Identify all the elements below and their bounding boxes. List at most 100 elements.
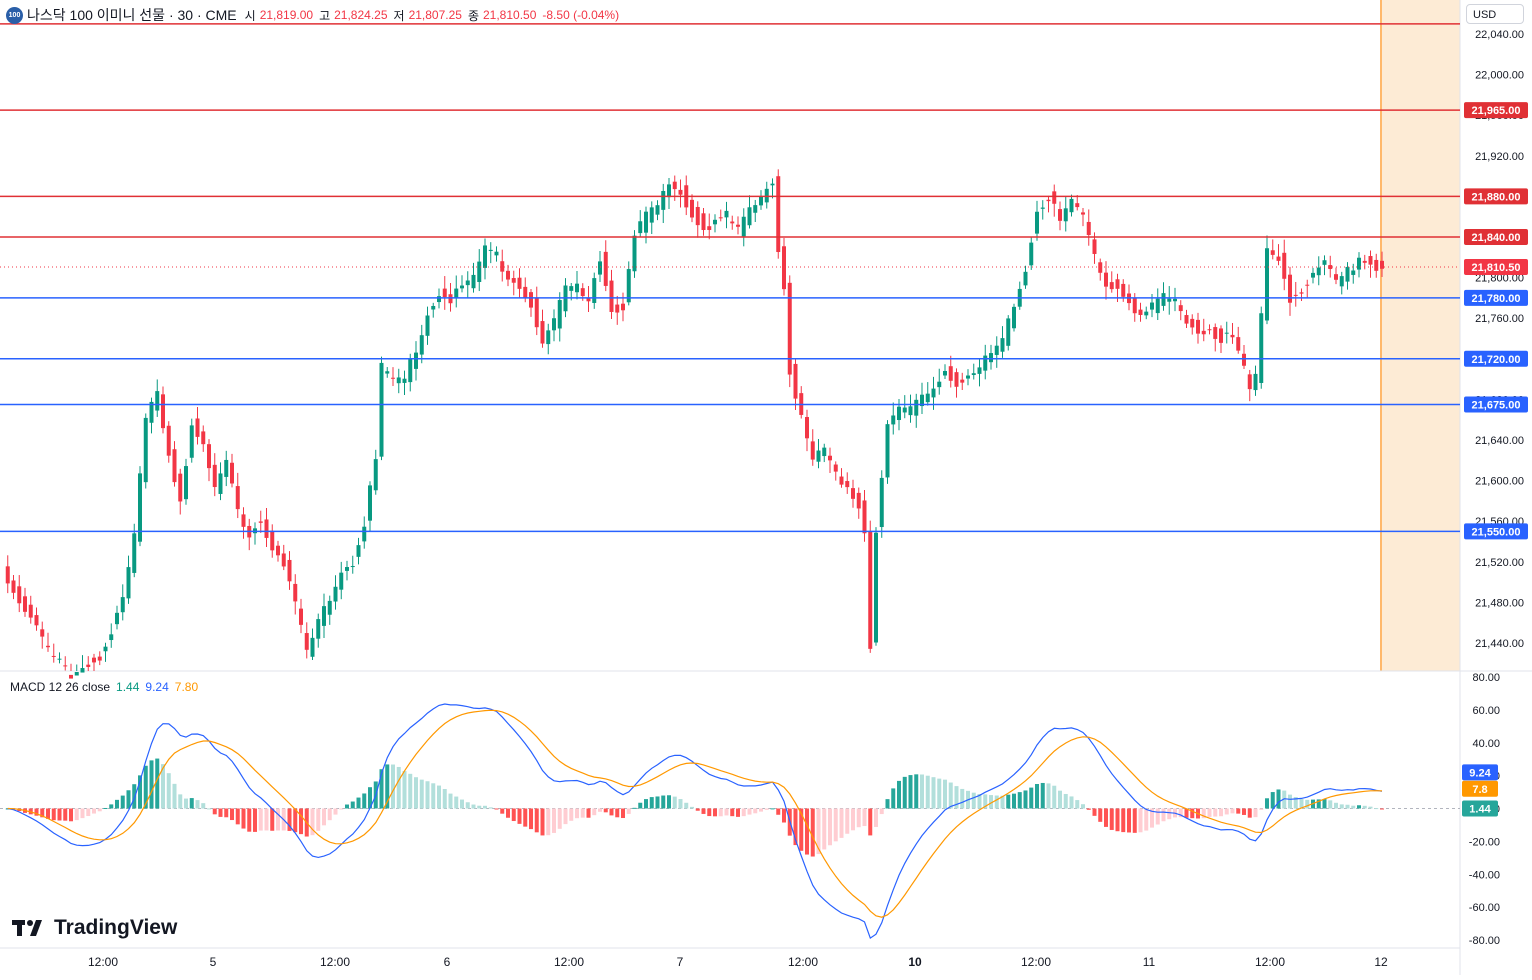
macd-histogram-bar[interactable] xyxy=(1012,793,1016,809)
candle-body[interactable] xyxy=(350,566,355,568)
candle-body[interactable] xyxy=(805,417,809,439)
macd-histogram-bar[interactable] xyxy=(759,808,763,812)
macd-histogram-bar[interactable] xyxy=(1127,808,1131,833)
candle-body[interactable] xyxy=(195,418,200,437)
macd-histogram-bar[interactable] xyxy=(431,783,436,809)
macd-histogram-bar[interactable] xyxy=(615,808,620,818)
candle-body[interactable] xyxy=(690,199,694,218)
macd-histogram-bar[interactable] xyxy=(149,760,154,809)
macd-histogram-bar[interactable] xyxy=(736,808,740,817)
macd-histogram-bar[interactable] xyxy=(960,788,965,809)
macd-histogram-bar[interactable] xyxy=(1098,808,1103,822)
candle-body[interactable] xyxy=(897,406,901,421)
macd-histogram-bar[interactable] xyxy=(402,771,407,809)
macd-histogram-bar[interactable] xyxy=(86,808,91,817)
candle-body[interactable] xyxy=(994,345,999,355)
candle-body[interactable] xyxy=(34,615,39,626)
candle-body[interactable] xyxy=(672,181,677,190)
macd-histogram-bar[interactable] xyxy=(494,808,499,810)
candle-body[interactable] xyxy=(362,526,367,542)
macd-histogram-bar[interactable] xyxy=(908,775,913,809)
candle-body[interactable] xyxy=(448,294,453,304)
candle-body[interactable] xyxy=(1276,256,1281,261)
candle-body[interactable] xyxy=(258,521,263,523)
macd-histogram-bar[interactable] xyxy=(1328,800,1333,809)
macd-histogram-bar[interactable] xyxy=(241,808,246,829)
macd-histogram-bar[interactable] xyxy=(1017,792,1022,809)
macd-histogram-bar[interactable] xyxy=(782,808,786,823)
macd-histogram-bar[interactable] xyxy=(557,808,562,829)
macd-histogram-bar[interactable] xyxy=(391,764,395,809)
candle-body[interactable] xyxy=(1132,298,1137,314)
candle-body[interactable] xyxy=(356,545,361,557)
macd-histogram-bar[interactable] xyxy=(1357,805,1361,809)
macd-histogram-bar[interactable] xyxy=(1178,808,1183,818)
candle-body[interactable] xyxy=(615,304,620,313)
macd-histogram-bar[interactable] xyxy=(172,783,177,809)
candle-body[interactable] xyxy=(879,477,884,528)
macd-histogram-bar[interactable] xyxy=(477,805,482,809)
candle-body[interactable] xyxy=(293,583,298,602)
candle-body[interactable] xyxy=(1213,327,1218,339)
macd-histogram-bar[interactable] xyxy=(552,808,556,833)
macd-histogram-bar[interactable] xyxy=(580,808,585,818)
macd-histogram-bar[interactable] xyxy=(276,808,280,831)
macd-histogram-bar[interactable] xyxy=(448,793,453,809)
candle-body[interactable] xyxy=(718,217,723,219)
candle-body[interactable] xyxy=(730,221,735,224)
candle-body[interactable] xyxy=(1339,276,1344,287)
candle-body[interactable] xyxy=(1046,199,1051,202)
candle-body[interactable] xyxy=(69,674,73,679)
candle-body[interactable] xyxy=(1092,239,1097,254)
candle-body[interactable] xyxy=(1362,260,1367,263)
macd-histogram-bar[interactable] xyxy=(793,808,798,846)
candle-body[interactable] xyxy=(954,372,959,387)
macd-histogram-bar[interactable] xyxy=(1104,808,1108,827)
macd-histogram-bar[interactable] xyxy=(971,792,976,809)
candle-body[interactable] xyxy=(201,431,206,445)
candle-body[interactable] xyxy=(477,261,482,283)
candle-body[interactable] xyxy=(517,277,522,289)
candle-body[interactable] xyxy=(115,612,119,625)
candle-body[interactable] xyxy=(431,305,436,310)
candle-body[interactable] xyxy=(856,492,861,509)
macd-histogram-bar[interactable] xyxy=(1092,808,1097,816)
macd-histogram-bar[interactable] xyxy=(247,808,252,832)
macd-histogram-bar[interactable] xyxy=(138,775,142,809)
candle-body[interactable] xyxy=(17,586,22,604)
macd-histogram-bar[interactable] xyxy=(1293,797,1298,809)
macd-histogram-bar[interactable] xyxy=(155,758,160,809)
macd-histogram-bar[interactable] xyxy=(1109,808,1114,830)
macd-histogram-bar[interactable] xyxy=(621,808,625,819)
macd-histogram-bar[interactable] xyxy=(563,808,568,825)
macd-histogram-bar[interactable] xyxy=(701,808,706,814)
candle-body[interactable] xyxy=(1063,208,1068,222)
candle-body[interactable] xyxy=(1380,260,1384,269)
macd-histogram-bar[interactable] xyxy=(1351,805,1356,809)
macd-histogram-bar[interactable] xyxy=(1058,790,1062,809)
candle-body[interactable] xyxy=(529,292,533,308)
macd-histogram-bar[interactable] xyxy=(1000,795,1005,809)
candle-body[interactable] xyxy=(1115,279,1120,289)
candle-body[interactable] xyxy=(557,300,562,329)
candle-body[interactable] xyxy=(787,282,792,375)
candle-body[interactable] xyxy=(86,664,91,667)
candle-body[interactable] xyxy=(966,375,970,379)
macd-histogram-bar[interactable] xyxy=(1242,808,1246,815)
macd-histogram-bar[interactable] xyxy=(799,808,804,851)
candle-body[interactable] xyxy=(695,206,700,226)
candle-body[interactable] xyxy=(1167,298,1172,302)
macd-histogram-bar[interactable] xyxy=(120,795,125,809)
macd-histogram-bar[interactable] xyxy=(1299,798,1304,809)
macd-histogram-bar[interactable] xyxy=(1305,799,1310,809)
candle-body[interactable] xyxy=(500,261,505,272)
macd-histogram-bar[interactable] xyxy=(730,808,735,817)
macd-histogram-bar[interactable] xyxy=(57,808,62,821)
macd-histogram-bar[interactable] xyxy=(103,807,108,809)
candle-body[interactable] xyxy=(120,597,125,613)
candle-body[interactable] xyxy=(460,285,464,289)
candle-body[interactable] xyxy=(1052,191,1057,204)
candle-body[interactable] xyxy=(23,596,27,612)
candle-body[interactable] xyxy=(943,370,947,376)
candle-body[interactable] xyxy=(598,261,602,275)
